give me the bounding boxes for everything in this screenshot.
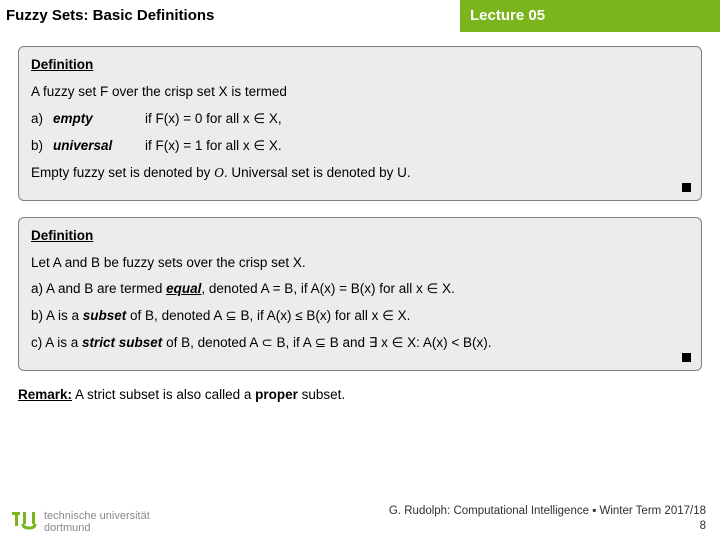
item-condition: if F(x) = 0 for all x ∈ X, <box>145 109 689 130</box>
text-span: subset. <box>298 387 345 402</box>
list-item: b) universal if F(x) = 1 for all x ∈ X. <box>31 136 689 157</box>
list-item: a) empty if F(x) = 0 for all x ∈ X, <box>31 109 689 130</box>
text-span: a) A and B are termed <box>31 281 166 296</box>
definition-heading: Definition <box>31 55 689 76</box>
definition-note: Empty fuzzy set is denoted by O. Univers… <box>31 163 689 184</box>
text-span: A strict subset is also called a <box>72 387 255 402</box>
page-number: 8 <box>389 519 706 534</box>
uni-line1: technische universität <box>44 510 150 522</box>
text-span: , denoted A = B, if A(x) = B(x) for all … <box>201 281 454 296</box>
item-condition: if F(x) = 1 for all x ∈ X. <box>145 136 689 157</box>
term-proper: proper <box>255 387 298 402</box>
term-subset: subset <box>83 308 127 323</box>
slide-title-right: Lecture 05 <box>460 0 720 32</box>
item-letter: b) <box>31 136 53 157</box>
list-item: a) A and B are termed equal, denoted A =… <box>31 279 689 300</box>
university-name: technische universität dortmund <box>44 510 150 534</box>
definition-intro: Let A and B be fuzzy sets over the crisp… <box>31 253 689 274</box>
definition-heading: Definition <box>31 226 689 247</box>
text-span: b) A is a <box>31 308 83 323</box>
footer-right: G. Rudolph: Computational Intelligence ▪… <box>389 504 706 534</box>
remark-line: Remark: A strict subset is also called a… <box>0 387 720 402</box>
item-term: universal <box>53 136 145 157</box>
text-span: c) A is a <box>31 335 82 350</box>
definition-box-2: Definition Let A and B be fuzzy sets ove… <box>18 217 702 372</box>
text-span: of B, denoted A ⊂ B, if A ⊆ B and ∃ x ∈ … <box>162 335 491 350</box>
content-area: Definition A fuzzy set F over the crisp … <box>0 32 720 371</box>
list-item: c) A is a strict subset of B, denoted A … <box>31 333 689 354</box>
uni-line2: dortmund <box>44 522 150 534</box>
qed-square-icon <box>682 183 691 192</box>
footer: technische universität dortmund G. Rudol… <box>0 504 720 534</box>
item-term: empty <box>53 109 145 130</box>
term-strict-subset: strict subset <box>82 335 162 350</box>
credit-line: G. Rudolph: Computational Intelligence ▪… <box>389 504 706 519</box>
logo-block: technische universität dortmund <box>10 510 150 534</box>
text-span: . Universal set is denoted by U. <box>224 165 411 180</box>
text-span: of B, denoted A ⊆ B, if A(x) ≤ B(x) for … <box>126 308 410 323</box>
qed-square-icon <box>682 353 691 362</box>
remark-label: Remark: <box>18 387 72 402</box>
symbol-empty-set: O <box>214 165 224 180</box>
slide-title-left: Fuzzy Sets: Basic Definitions <box>0 0 460 32</box>
text-span: Empty fuzzy set is denoted by <box>31 165 214 180</box>
list-item: b) A is a subset of B, denoted A ⊆ B, if… <box>31 306 689 327</box>
definition-box-1: Definition A fuzzy set F over the crisp … <box>18 46 702 201</box>
term-equal: equal <box>166 281 201 296</box>
item-letter: a) <box>31 109 53 130</box>
tu-logo-icon <box>10 510 38 534</box>
definition-intro: A fuzzy set F over the crisp set X is te… <box>31 82 689 103</box>
